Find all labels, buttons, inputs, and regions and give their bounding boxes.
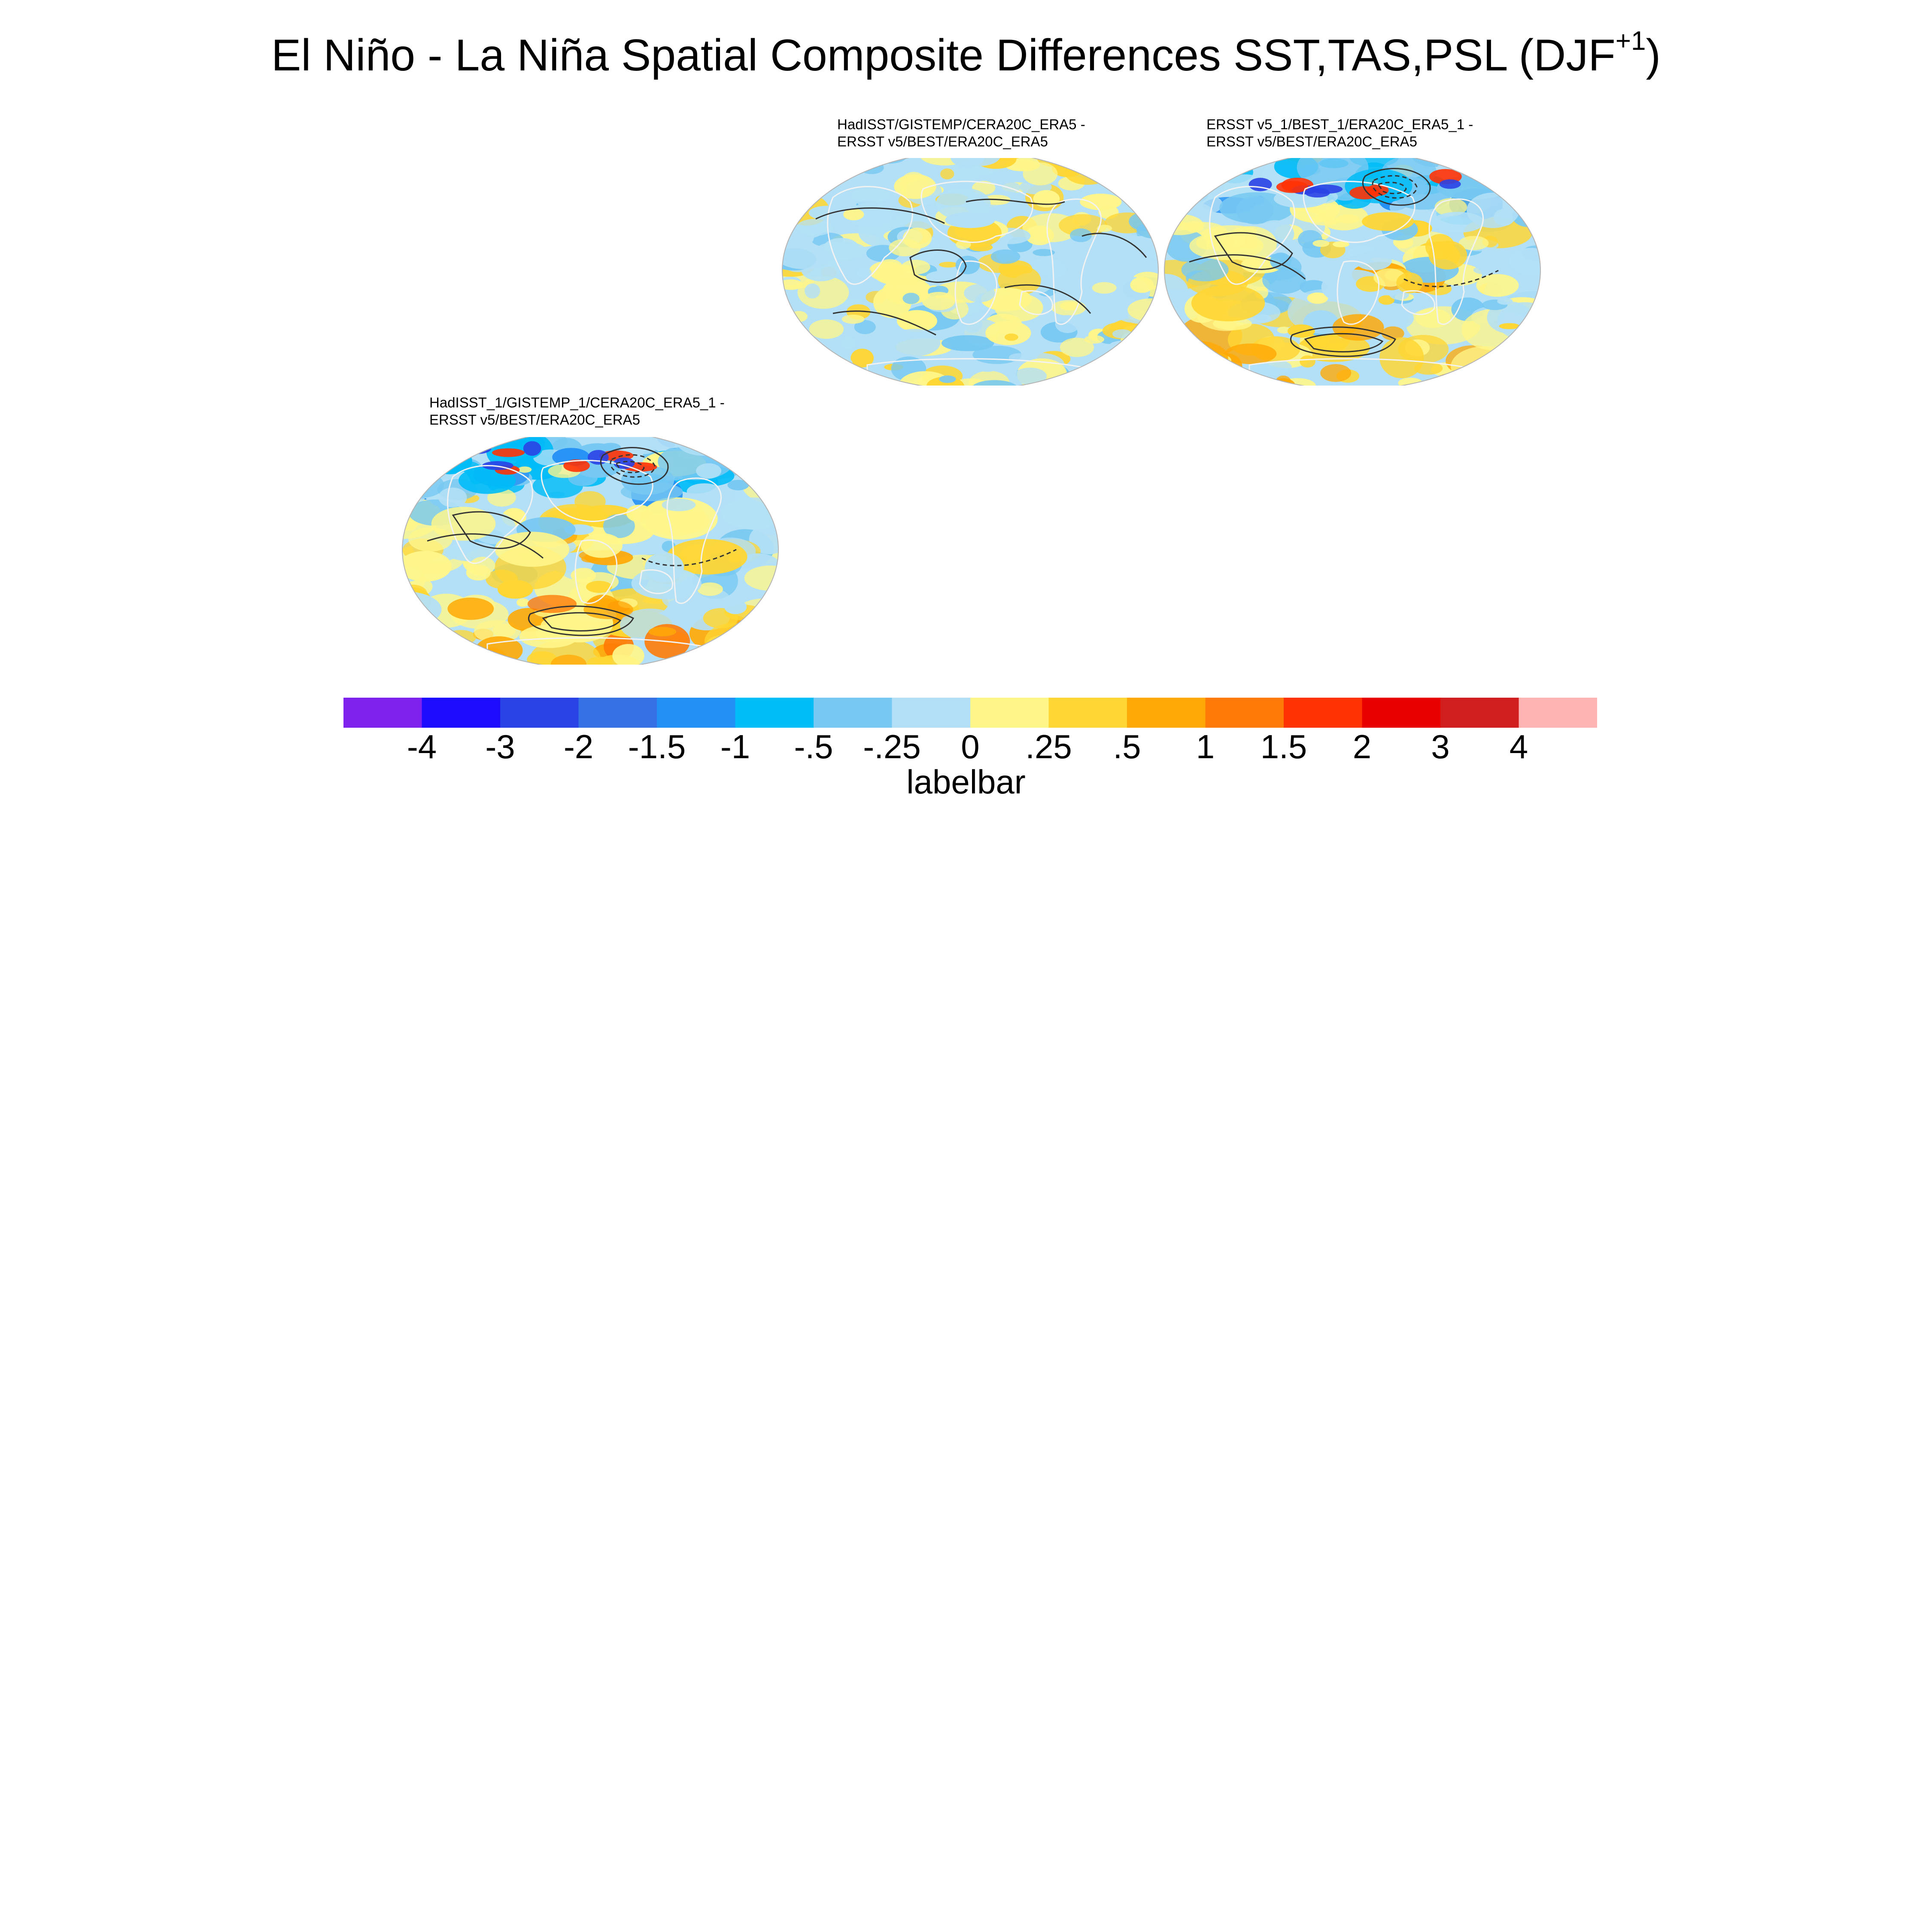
labelbar-box-11 <box>1205 698 1284 728</box>
page-title-text: El Niño - La Niña Spatial Composite Diff… <box>271 30 1616 80</box>
labelbar-box-12 <box>1284 698 1362 728</box>
labelbar-box-5 <box>735 698 814 728</box>
labelbar-tick-label: -1.5 <box>628 728 686 766</box>
labelbar-title: labelbar <box>906 763 1026 801</box>
labelbar-box-6 <box>814 698 892 728</box>
panel-title-1: HadISST/GISTEMP/CERA20C_ERA5 - ERSST v5/… <box>837 116 1085 150</box>
labelbar-box-4 <box>657 698 735 728</box>
labelbar-box-2 <box>500 698 579 728</box>
labelbar-tick-label: 2 <box>1352 728 1372 766</box>
labelbar-box-3 <box>578 698 657 728</box>
panel-title-1-line2: ERSST v5/BEST/ERA20C_ERA5 <box>837 134 1048 149</box>
labelbar-box-0 <box>343 698 422 728</box>
panel-title-1-line1: HadISST/GISTEMP/CERA20C_ERA5 - <box>837 116 1085 132</box>
labelbar-box-14 <box>1440 698 1519 728</box>
labelbar-tick-label: -3 <box>485 728 515 766</box>
map-panel-2 <box>1164 158 1541 386</box>
labelbar-box-1 <box>422 698 501 728</box>
labelbar-box-13 <box>1362 698 1441 728</box>
labelbar-box-10 <box>1127 698 1206 728</box>
panel-title-2-line1: ERSST v5_1/BEST_1/ERA20C_ERA5_1 - <box>1206 116 1473 132</box>
labelbar-tick-label: -.25 <box>863 728 921 766</box>
panel-title-3-line2: ERSST v5/BEST/ERA20C_ERA5 <box>429 412 640 428</box>
labelbar-tick-label: .5 <box>1113 728 1141 766</box>
labelbar-tick-label: -.5 <box>794 728 833 766</box>
labelbar-tick-label: 3 <box>1431 728 1450 766</box>
map-panel-3 <box>402 437 779 665</box>
labelbar-box-9 <box>1048 698 1127 728</box>
map-panel-1 <box>782 158 1159 386</box>
page-title: El Niño - La Niña Spatial Composite Diff… <box>0 28 1932 80</box>
labelbar-box-8 <box>970 698 1049 728</box>
panel-title-2: ERSST v5_1/BEST_1/ERA20C_ERA5_1 - ERSST … <box>1206 116 1473 150</box>
labelbar-tick-label: 1 <box>1196 728 1215 766</box>
labelbar-tick-label: .25 <box>1025 728 1072 766</box>
labelbar-tick-label: -1 <box>720 728 750 766</box>
labelbar <box>343 698 1597 728</box>
panel-title-3-line1: HadISST_1/GISTEMP_1/CERA20C_ERA5_1 - <box>429 395 725 410</box>
labelbar-tick-label: 1.5 <box>1260 728 1307 766</box>
labelbar-tick-label: 0 <box>961 728 980 766</box>
panel-title-3: HadISST_1/GISTEMP_1/CERA20C_ERA5_1 - ERS… <box>429 394 725 428</box>
panel-title-2-line2: ERSST v5/BEST/ERA20C_ERA5 <box>1206 134 1417 149</box>
labelbar-tick-label: -2 <box>563 728 594 766</box>
page-title-superscript: +1 <box>1615 26 1646 56</box>
page-title-close: ) <box>1646 30 1661 80</box>
labelbar-box-15 <box>1519 698 1597 728</box>
labelbar-tick-label: 4 <box>1509 728 1528 766</box>
labelbar-box-7 <box>892 698 971 728</box>
labelbar-tick-label: -4 <box>407 728 437 766</box>
